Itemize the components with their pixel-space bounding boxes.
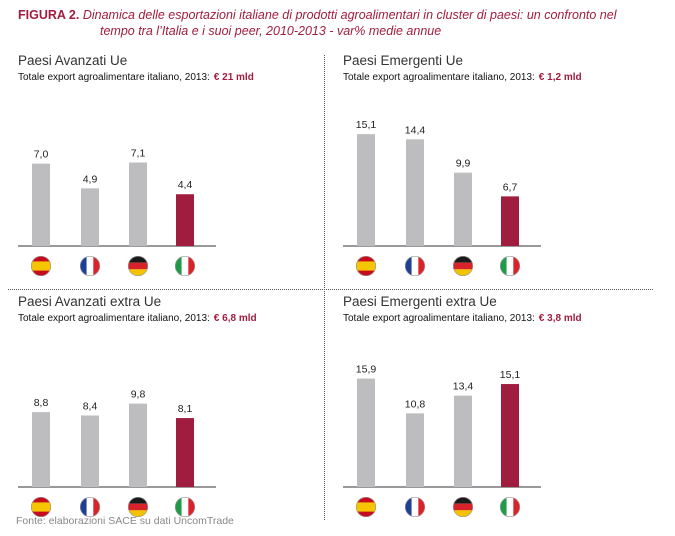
subtitle-text: Totale export agroalimentare italiano, 2… — [18, 313, 210, 324]
data-label: 8,4 — [83, 401, 98, 413]
data-label: 15,9 — [356, 364, 377, 376]
subtitle-text: Totale export agroalimentare italiano, 2… — [18, 72, 210, 83]
export-total: € 6,8 mld — [213, 313, 257, 324]
figure-caption-line2: tempo tra l’Italia e i suoi peer, 2010-2… — [100, 24, 442, 38]
panel-title: Paesi Avanzati Ue — [18, 53, 128, 68]
bar-france — [81, 188, 99, 246]
germany-flag — [453, 256, 474, 277]
bar-chart: 8,8 8,4 9,8 8,1 — [18, 389, 216, 518]
data-label: 6,7 — [503, 181, 518, 193]
france-flag — [79, 497, 100, 518]
data-label: 14,4 — [405, 124, 426, 136]
spain-flag — [356, 256, 376, 277]
source-note: Fonte: elaborazioni SACE su dati UncomTr… — [16, 515, 234, 527]
data-label: 13,4 — [453, 381, 474, 393]
italy-flag — [175, 256, 196, 277]
export-total: € 21 mld — [213, 72, 254, 83]
data-label: 4,9 — [83, 173, 98, 185]
bar-spain — [357, 378, 375, 487]
subtitle-text: Totale export agroalimentare italiano, 2… — [343, 72, 535, 83]
figure-caption-line1: Dinamica delle esportazioni italiane di … — [82, 8, 617, 22]
bar-italy — [176, 194, 194, 246]
figure-label: FIGURA 2. — [18, 8, 80, 22]
france-flag — [79, 256, 100, 277]
export-total: € 1,2 mld — [538, 72, 582, 83]
panel-avanzati-extra-ue: Paesi Avanzati extra Ue Totale export ag… — [18, 294, 338, 524]
bar-germany — [454, 395, 472, 487]
panel-title: Paesi Emergenti extra Ue — [343, 294, 497, 309]
figure-title: FIGURA 2. Dinamica delle esportazioni it… — [18, 7, 663, 39]
spain-flag — [31, 497, 51, 518]
panel-subtitle: Totale export agroalimentare italiano, 2… — [18, 313, 257, 324]
data-label: 10,8 — [405, 398, 426, 410]
bar-chart: 15,1 14,4 9,9 6,7 — [343, 119, 541, 277]
data-label: 9,8 — [131, 389, 146, 401]
bar-france — [81, 415, 99, 487]
panel-subtitle: Totale export agroalimentare italiano, 2… — [18, 72, 254, 83]
bar-chart: 15,9 10,8 13,4 15,1 — [343, 364, 541, 518]
panel-title: Paesi Avanzati extra Ue — [18, 294, 162, 309]
data-label: 7,0 — [34, 149, 49, 161]
italy-flag — [175, 497, 196, 518]
bar-france — [406, 139, 424, 246]
panel-subtitle: Totale export agroalimentare italiano, 2… — [343, 313, 582, 324]
bar-spain — [32, 412, 50, 487]
panel-avanzati-ue: Paesi Avanzati Ue Totale export agroalim… — [18, 53, 338, 283]
bar-germany — [454, 172, 472, 246]
bar-spain — [32, 163, 50, 246]
germany-flag — [453, 497, 474, 518]
bar-france — [406, 413, 424, 487]
data-label: 8,1 — [178, 403, 193, 415]
panel-title: Paesi Emergenti Ue — [343, 53, 464, 68]
bar-italy — [176, 418, 194, 487]
vertical-divider — [324, 55, 325, 520]
france-flag — [404, 497, 425, 518]
germany-flag — [128, 256, 149, 277]
data-label: 15,1 — [356, 119, 377, 131]
bar-chart: 7,0 4,9 7,1 4,4 — [18, 147, 216, 277]
data-label: 9,9 — [456, 158, 471, 170]
italy-flag — [500, 256, 521, 277]
bar-germany — [129, 403, 147, 487]
subtitle-text: Totale export agroalimentare italiano, 2… — [343, 313, 535, 324]
bar-italy — [501, 196, 519, 246]
data-label: 8,8 — [34, 397, 49, 409]
panel-emergenti-extra-ue: Paesi Emergenti extra Ue Totale export a… — [343, 294, 663, 524]
bar-spain — [357, 134, 375, 246]
bar-germany — [129, 162, 147, 246]
export-total: € 3,8 mld — [538, 313, 582, 324]
horizontal-divider — [8, 289, 653, 290]
panel-emergenti-ue: Paesi Emergenti Ue Totale export agroali… — [343, 53, 663, 283]
data-label: 15,1 — [500, 369, 521, 381]
bar-italy — [501, 384, 519, 487]
data-label: 4,4 — [178, 179, 193, 191]
data-label: 7,1 — [131, 147, 146, 159]
panel-subtitle: Totale export agroalimentare italiano, 2… — [343, 72, 582, 83]
germany-flag — [128, 497, 149, 518]
spain-flag — [31, 256, 51, 277]
italy-flag — [500, 497, 521, 518]
france-flag — [404, 256, 425, 277]
spain-flag — [356, 497, 376, 518]
